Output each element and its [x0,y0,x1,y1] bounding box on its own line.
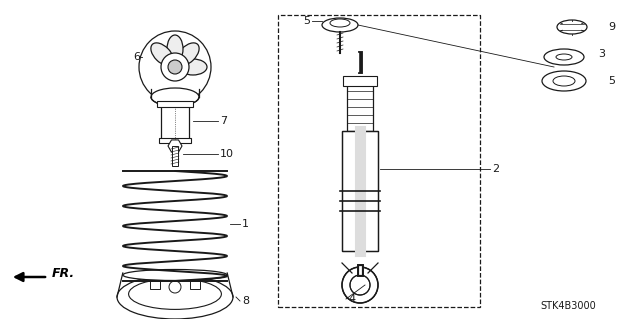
Text: 7: 7 [220,116,227,126]
Bar [161,103,189,139]
Bar [190,281,200,289]
Ellipse shape [542,71,586,91]
Ellipse shape [556,54,572,60]
Ellipse shape [167,35,183,63]
Ellipse shape [129,278,221,309]
Text: STK4B3000: STK4B3000 [540,301,596,311]
Ellipse shape [330,19,350,27]
Bar [342,131,378,251]
Ellipse shape [151,88,199,106]
Ellipse shape [322,18,358,32]
Ellipse shape [177,43,199,66]
Circle shape [161,53,189,81]
Bar [343,76,377,86]
Ellipse shape [151,43,173,66]
Circle shape [342,267,378,303]
Circle shape [350,275,370,295]
Bar [278,15,480,307]
Circle shape [168,60,182,74]
Bar [159,138,191,143]
Bar [342,131,378,251]
Ellipse shape [179,59,207,75]
Bar [347,81,373,131]
Ellipse shape [557,20,587,34]
Text: FR.: FR. [52,267,75,280]
Circle shape [169,281,181,293]
Text: 5: 5 [608,76,615,86]
Text: 10: 10 [220,149,234,159]
Text: 9: 9 [608,22,615,32]
Text: 4: 4 [348,294,355,304]
Text: 6: 6 [133,52,140,62]
Bar [157,101,193,107]
Ellipse shape [117,275,233,319]
Text: 8: 8 [242,296,249,306]
Ellipse shape [123,270,227,280]
Text: 1: 1 [242,219,249,229]
Ellipse shape [553,76,575,86]
Text: 5: 5 [303,16,310,26]
Ellipse shape [544,49,584,65]
Bar [172,146,178,166]
Text: 2: 2 [492,164,499,174]
Polygon shape [168,140,182,152]
Text: 3: 3 [598,49,605,59]
Bar [150,281,160,289]
